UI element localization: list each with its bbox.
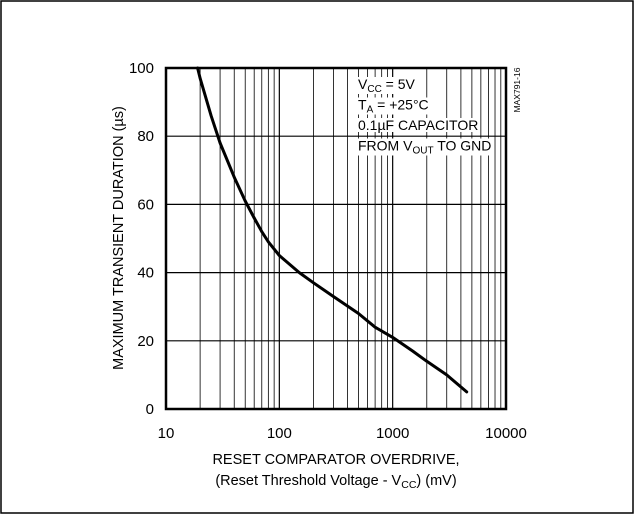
annotation-line: VCC = 5V xyxy=(358,76,416,95)
annotation-background xyxy=(357,77,417,94)
condition-annotations: VCC = 5V TA = +25°C0.1µF CAPACITOR FROM VO… xyxy=(357,76,493,157)
x-axis-label-line2: (Reset Threshold Voltage - VCC) (mV) xyxy=(215,473,456,491)
y-axis-label: MAXIMUM TRANSIENT DURATION (µs) xyxy=(111,106,127,370)
annotation-background xyxy=(357,138,493,156)
figure-code: MAX791-16 xyxy=(512,67,522,112)
annotation-line: FROM VOUT TO GND xyxy=(358,138,491,157)
annotation-background xyxy=(357,97,430,115)
x-tick-labels: 10 100 1000 10000 xyxy=(158,425,527,442)
y-tick-label: 0 xyxy=(146,401,154,418)
y-tick-label: 60 xyxy=(137,196,154,213)
y-tick-label: 20 xyxy=(137,333,154,350)
x-tick-label: 10 xyxy=(158,425,175,442)
x-axis-label-line2-sub: CC xyxy=(401,479,417,491)
x-tick-label: 100 xyxy=(267,425,292,442)
annotation-background xyxy=(357,118,480,132)
y-tick-label: 40 xyxy=(137,265,154,282)
annotation-line: 0.1µF CAPACITOR xyxy=(358,117,478,133)
x-tick-label: 10000 xyxy=(485,425,527,442)
annotation-line: TA = +25°C xyxy=(358,97,429,116)
series-layer xyxy=(196,66,469,394)
grid xyxy=(166,68,506,409)
y-tick-label: 100 xyxy=(129,60,154,77)
y-tick-label: 80 xyxy=(137,128,154,145)
plot-frame xyxy=(164,66,508,411)
x-axis-label-line2-post: ) (mV) xyxy=(416,473,456,489)
series-line-1 xyxy=(196,66,469,394)
x-axis-label: RESET COMPARATOR OVERDRIVE, xyxy=(212,452,459,468)
x-tick-label: 1000 xyxy=(376,425,409,442)
x-axis-label-line2-pre: (Reset Threshold Voltage - V xyxy=(215,473,401,489)
y-tick-labels: 0 20 40 60 80 100 xyxy=(129,60,154,418)
